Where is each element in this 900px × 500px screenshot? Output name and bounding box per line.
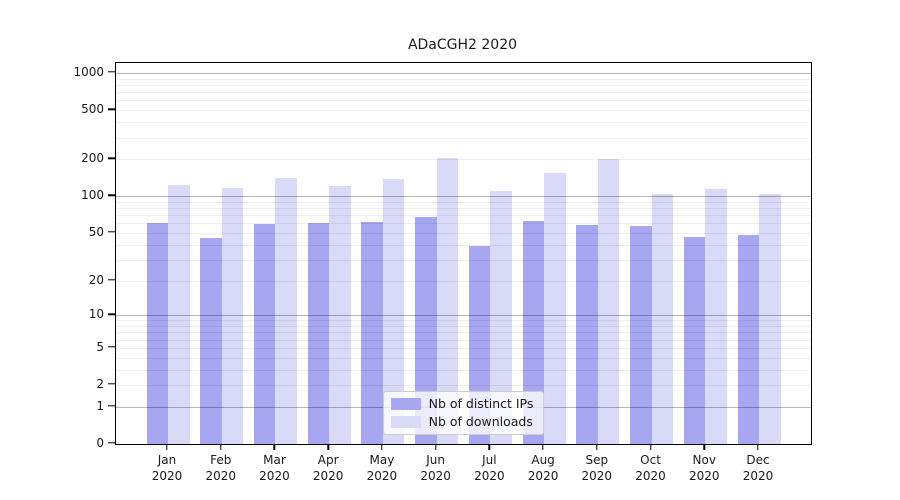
chart-title: ADaCGH2 2020 bbox=[407, 37, 518, 53]
legend-item-distinct-ips: Nb of distinct IPs bbox=[390, 396, 534, 411]
y-tick-mark-200 bbox=[108, 157, 115, 159]
x-tick-label-apr: Apr 2020 bbox=[312, 453, 344, 484]
legend-label-distinct-ips: Nb of distinct IPs bbox=[428, 396, 534, 411]
legend-item-downloads: Nb of downloads bbox=[390, 413, 534, 429]
bar-distinct-ips-may bbox=[361, 221, 383, 444]
gridline-major-1000 bbox=[116, 73, 811, 75]
bar-distinct-ips-jan bbox=[146, 223, 168, 444]
x-tick-mark-apr bbox=[327, 444, 329, 450]
x-tick-label-mar: Mar 2020 bbox=[259, 453, 290, 484]
bar-downloads-oct bbox=[651, 193, 674, 444]
y-tick-mark-50 bbox=[108, 231, 115, 233]
bar-downloads-jan bbox=[168, 184, 190, 444]
y-tick-mark-100 bbox=[108, 194, 115, 196]
bar-downloads-nov bbox=[705, 188, 727, 444]
x-tick-label-feb: Feb 2020 bbox=[205, 453, 236, 484]
bar-distinct-ips-mar bbox=[253, 224, 276, 444]
y-tick-label-50: 50 bbox=[88, 224, 104, 239]
y-tick-label-0: 0 bbox=[96, 436, 104, 450]
x-tick-label-aug: Aug 2020 bbox=[527, 453, 559, 484]
bar-distinct-ips-sep bbox=[576, 225, 598, 444]
x-tick-label-dec: Dec 2020 bbox=[742, 453, 774, 484]
y-tick-label-10: 10 bbox=[88, 307, 104, 322]
x-tick-label-jul: Jul 2020 bbox=[474, 453, 505, 484]
y-tick-label-100: 100 bbox=[81, 188, 104, 203]
x-tick-mark-may bbox=[381, 444, 383, 450]
bar-distinct-ips-nov bbox=[683, 237, 706, 444]
y-tick-label-1: 1 bbox=[96, 398, 104, 413]
gridline-minor-700 bbox=[116, 92, 811, 94]
x-tick-label-oct: Oct 2020 bbox=[635, 453, 666, 484]
x-tick-mark-oct bbox=[649, 444, 652, 450]
bar-distinct-ips-apr bbox=[307, 223, 330, 444]
x-tick-mark-jul bbox=[488, 444, 491, 450]
legend-label-downloads: Nb of downloads bbox=[428, 413, 533, 429]
bar-distinct-ips-aug bbox=[522, 220, 545, 444]
y-tick-mark-1 bbox=[108, 405, 115, 407]
bar-downloads-dec bbox=[759, 193, 781, 444]
x-tick-label-may: May 2020 bbox=[366, 453, 398, 484]
gridline-minor-300 bbox=[116, 137, 811, 139]
gridline-minor-800 bbox=[116, 85, 811, 87]
y-tick-mark-5 bbox=[108, 346, 115, 348]
y-tick-label-500: 500 bbox=[81, 102, 104, 117]
x-tick-mark-dec bbox=[757, 444, 759, 450]
bar-downloads-mar bbox=[275, 178, 297, 444]
gridline-minor-500 bbox=[116, 110, 811, 112]
gridline-minor-600 bbox=[116, 100, 811, 102]
bar-distinct-ips-feb bbox=[200, 238, 222, 444]
x-tick-mark-aug bbox=[542, 444, 544, 450]
x-tick-mark-nov bbox=[703, 444, 705, 450]
y-tick-mark-0 bbox=[108, 442, 115, 444]
bar-downloads-feb bbox=[221, 188, 244, 444]
bar-downloads-jul bbox=[490, 191, 512, 444]
x-tick-mark-jun bbox=[434, 444, 437, 450]
x-tick-label-nov: Nov 2020 bbox=[688, 453, 720, 484]
legend: Nb of distinct IPs Nb of downloads bbox=[382, 391, 545, 435]
y-tick-label-2: 2 bbox=[96, 377, 104, 391]
plot-area: Nb of distinct IPs Nb of downloads bbox=[115, 62, 812, 445]
x-tick-mark-feb bbox=[220, 444, 222, 450]
bar-downloads-apr bbox=[329, 186, 351, 444]
y-tick-mark-1000 bbox=[108, 71, 115, 73]
x-tick-label-sep: Sep 2020 bbox=[581, 453, 613, 484]
gridline-minor-900 bbox=[116, 78, 811, 80]
gridline-minor-200 bbox=[116, 159, 811, 161]
y-tick-mark-2 bbox=[108, 383, 115, 385]
bar-downloads-may bbox=[382, 179, 405, 444]
y-tick-label-200: 200 bbox=[81, 151, 104, 166]
y-tick-mark-20 bbox=[108, 278, 115, 281]
legend-swatch-distinct-ips bbox=[390, 398, 421, 411]
x-tick-label-jan: Jan 2020 bbox=[151, 453, 183, 484]
bar-downloads-aug bbox=[544, 172, 566, 444]
x-tick-mark-sep bbox=[596, 444, 598, 450]
y-tick-label-1000: 1000 bbox=[73, 65, 104, 80]
bar-distinct-ips-dec bbox=[737, 235, 759, 444]
x-tick-mark-jan bbox=[166, 444, 168, 450]
y-tick-mark-10 bbox=[108, 313, 115, 315]
y-tick-label-20: 20 bbox=[88, 272, 104, 287]
bar-downloads-sep bbox=[597, 159, 620, 444]
gridline-minor-400 bbox=[116, 122, 811, 124]
legend-swatch-downloads bbox=[390, 415, 421, 428]
y-tick-mark-500 bbox=[108, 108, 115, 110]
x-tick-mark-mar bbox=[273, 444, 276, 450]
x-tick-label-jun: Jun 2020 bbox=[420, 453, 451, 484]
bar-downloads-jun bbox=[436, 157, 459, 444]
bar-distinct-ips-oct bbox=[630, 225, 652, 444]
bar-distinct-ips-jun bbox=[415, 217, 437, 444]
y-tick-label-5: 5 bbox=[96, 339, 104, 354]
